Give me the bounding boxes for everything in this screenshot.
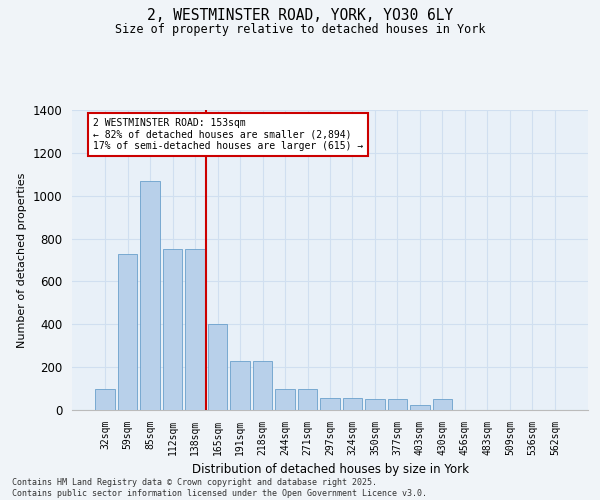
Text: 2 WESTMINSTER ROAD: 153sqm
← 82% of detached houses are smaller (2,894)
17% of s: 2 WESTMINSTER ROAD: 153sqm ← 82% of deta… xyxy=(92,118,363,150)
Bar xyxy=(433,400,452,410)
Bar xyxy=(365,400,385,410)
Bar xyxy=(163,250,182,410)
Bar xyxy=(410,404,430,410)
Bar xyxy=(185,250,205,410)
Bar xyxy=(298,388,317,410)
Bar xyxy=(275,388,295,410)
Bar xyxy=(230,360,250,410)
Bar xyxy=(253,360,272,410)
Bar xyxy=(140,180,160,410)
Text: Size of property relative to detached houses in York: Size of property relative to detached ho… xyxy=(115,22,485,36)
Y-axis label: Number of detached properties: Number of detached properties xyxy=(17,172,27,348)
Text: Contains HM Land Registry data © Crown copyright and database right 2025.
Contai: Contains HM Land Registry data © Crown c… xyxy=(12,478,427,498)
X-axis label: Distribution of detached houses by size in York: Distribution of detached houses by size … xyxy=(191,464,469,476)
Bar xyxy=(388,400,407,410)
Bar xyxy=(320,398,340,410)
Bar xyxy=(343,398,362,410)
Bar xyxy=(208,324,227,410)
Bar xyxy=(118,254,137,410)
Text: 2, WESTMINSTER ROAD, YORK, YO30 6LY: 2, WESTMINSTER ROAD, YORK, YO30 6LY xyxy=(147,8,453,22)
Bar xyxy=(95,388,115,410)
